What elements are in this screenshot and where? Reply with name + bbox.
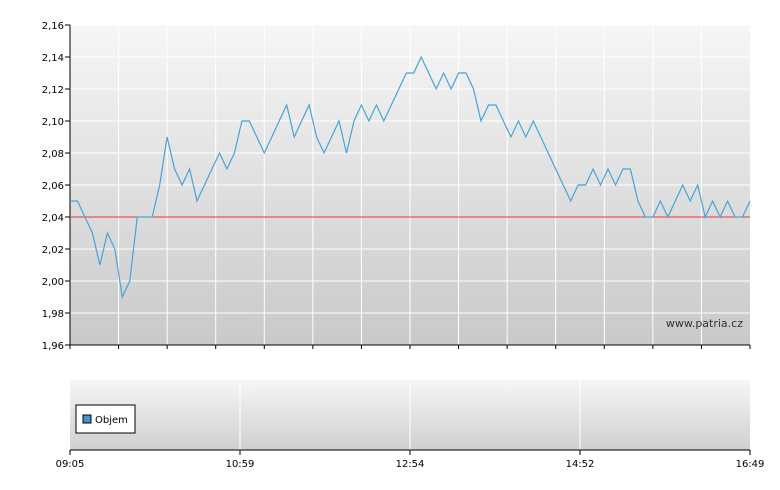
y-tick-label: 2,02: [42, 245, 64, 256]
x-tick-label: 09:05: [56, 459, 85, 470]
y-tick-label: 2,12: [42, 85, 64, 96]
volume-grid: [239, 380, 581, 450]
y-tick-label: 2,14: [42, 53, 64, 64]
y-tick-label: 1,98: [42, 309, 64, 320]
x-tick-label: 10:59: [226, 459, 255, 470]
price-x-ticks: [69, 345, 751, 349]
y-tick-label: 2,04: [42, 213, 64, 224]
watermark: www.patria.cz: [666, 317, 743, 330]
price-grid: [70, 24, 750, 345]
y-tick-label: 2,06: [42, 181, 64, 192]
y-tick-label: 2,10: [42, 117, 64, 128]
legend-swatch-icon: [82, 414, 92, 424]
x-tick-label: 14:52: [566, 459, 595, 470]
price-series-line: [70, 55, 751, 300]
price-y-axis: 1,96 1,98 2,00 2,02 2,04 2,06 2,08 2,10 2,12 2,14…: [42, 21, 70, 352]
volume-x-ticks: [69, 450, 751, 455]
legend-label: Objem: [95, 415, 128, 426]
y-tick-label: 1,96: [42, 341, 64, 352]
volume-x-axis-labels: 09:05 10:59 12:54 14:52 16:49: [56, 459, 765, 470]
x-tick-label: 16:49: [736, 459, 765, 470]
y-tick-label: 2,00: [42, 277, 64, 288]
volume-legend: Objem: [75, 404, 136, 434]
y-tick-label: 2,08: [42, 149, 64, 160]
x-tick-label: 12:54: [396, 459, 425, 470]
y-tick-label: 2,16: [42, 21, 64, 32]
